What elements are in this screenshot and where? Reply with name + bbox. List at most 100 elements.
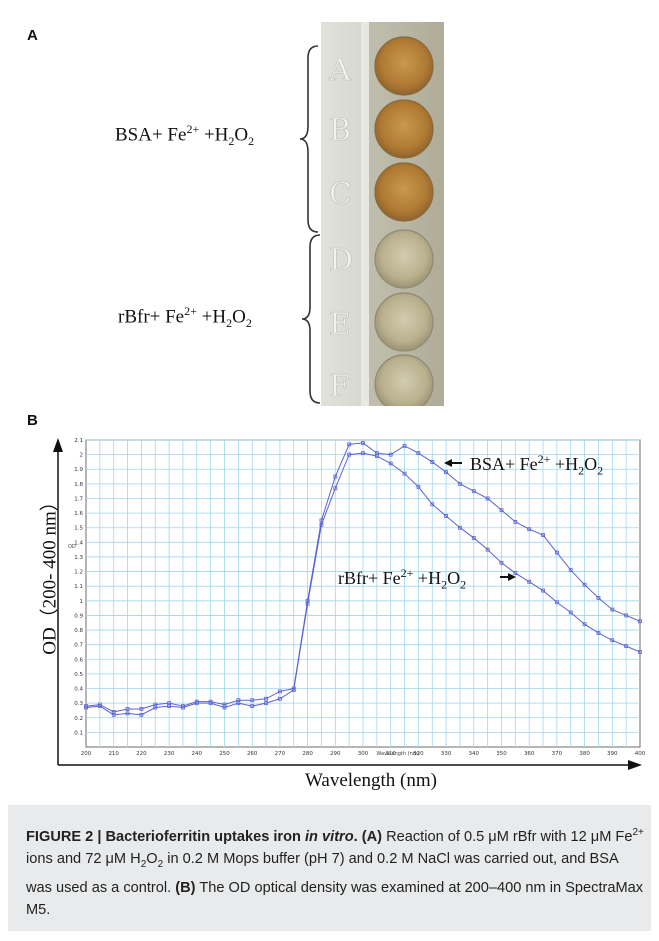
bsa-label: BSA+ Fe2+ +H2O2 [115, 122, 255, 149]
y-tick-label: 0.9 [74, 613, 83, 619]
rbfr-label: rBfr+ Fe2+ +H2O2 [118, 304, 252, 331]
x-tick-label: 400 [635, 751, 646, 757]
panel-label-a: A [27, 27, 38, 44]
svg-text:D: D [329, 243, 353, 278]
y-tick-label: 0.8 [74, 628, 83, 634]
data-point [194, 701, 199, 706]
rbfr-brace [301, 234, 321, 404]
y-tick-label: 1.4 [74, 540, 83, 546]
data-point [139, 707, 144, 711]
data-point [402, 471, 407, 476]
svg-text:E: E [329, 307, 351, 342]
x-tick-label: 300 [358, 751, 369, 757]
data-point [167, 704, 172, 708]
data-point [568, 610, 573, 615]
data-point [250, 698, 255, 703]
x-tick-label: 230 [164, 751, 175, 757]
x-tick-label: 200 [81, 751, 92, 757]
data-point [430, 460, 435, 464]
y-tick-label: 2.1 [74, 438, 83, 444]
data-point [568, 568, 573, 573]
data-point [638, 650, 642, 654]
y-axis-small-label: OD [68, 544, 76, 550]
data-point [97, 704, 102, 708]
data-point [153, 705, 158, 710]
data-point [485, 496, 490, 501]
svg-text:F: F [329, 369, 350, 404]
data-point [541, 588, 545, 593]
x-tick-label: 330 [441, 751, 452, 757]
bsa-arrow-head [444, 459, 452, 467]
x-tick-label: 360 [524, 751, 535, 757]
chart-grid [85, 439, 641, 748]
y-tick-label: 0.7 [74, 643, 83, 649]
x-tick-label: 220 [136, 751, 147, 757]
svg-text:A: A [328, 53, 351, 88]
data-point [444, 470, 449, 475]
rbfr-arrow-head [508, 573, 516, 581]
rbfr-annotation: rBfr+ Fe2+ +H2O2 [338, 566, 467, 592]
y-tick-label: 2 [80, 453, 84, 459]
data-point [458, 481, 462, 486]
x-tick-labels: 200 210 220 230 240 250 260 270 280 290 300 310 320 3… [81, 751, 646, 757]
data-point [430, 502, 435, 507]
data-point [624, 613, 629, 618]
x-axis-small-label: Wavelength (nm) [376, 751, 419, 757]
x-tick-label: 210 [108, 751, 119, 757]
y-tick-label: 1.3 [74, 555, 83, 561]
data-point [291, 688, 296, 692]
data-point [374, 454, 379, 458]
data-point [596, 631, 601, 635]
y-tick-label: 0.1 [74, 730, 83, 736]
data-point [333, 486, 338, 491]
x-axis-arrow [628, 760, 642, 770]
figure-caption: FIGURE 2 | Bacterioferritin uptakes iron… [26, 827, 644, 919]
data-point [527, 527, 532, 532]
data-point [527, 579, 532, 584]
data-point [499, 560, 504, 565]
data-point [222, 705, 227, 710]
y-tick-label: 0.2 [74, 716, 83, 722]
data-point [361, 441, 365, 445]
data-point [610, 638, 615, 643]
data-point [458, 525, 462, 530]
data-point [388, 461, 393, 466]
x-tick-label: 290 [330, 751, 341, 757]
data-point [582, 622, 587, 627]
data-point [416, 451, 421, 456]
data-point [471, 489, 476, 494]
panel-label-b: B [27, 412, 38, 429]
data-point [541, 533, 545, 537]
data-point [485, 547, 490, 552]
data-point [471, 536, 476, 540]
x-tick-label: 390 [607, 751, 618, 757]
y-tick-label: 0.6 [74, 657, 83, 663]
y-axis-arrow [53, 438, 63, 452]
svg-text:B: B [329, 113, 351, 148]
data-point [499, 508, 504, 513]
data-point [347, 452, 352, 457]
x-tick-label: 280 [302, 751, 313, 757]
data-point [402, 443, 407, 448]
svg-text:C: C [329, 177, 352, 212]
x-tick-label: 340 [469, 751, 480, 757]
y-tick-label: 1.6 [74, 511, 83, 517]
data-point [236, 701, 241, 706]
y-tick-label: 1.2 [74, 570, 83, 576]
data-point [513, 519, 518, 524]
data-point [416, 484, 421, 489]
data-point [610, 607, 615, 612]
data-point [555, 600, 559, 605]
y-axis-title: OD（200- 400 nm） [39, 492, 61, 655]
data-point [388, 452, 393, 457]
x-tick-label: 320 [413, 751, 424, 757]
data-point [139, 712, 144, 717]
y-tick-label: 1.8 [74, 482, 83, 488]
data-point [111, 712, 116, 717]
y-tick-labels: 0.1 0.2 0.3 0.4 0.5 0.6 0.7 0.8 0.9 1 1.1 1.2 1.3 1.4… [74, 438, 83, 736]
data-point [125, 707, 130, 711]
y-tick-label: 1.5 [74, 526, 83, 532]
y-tick-label: 1.1 [74, 584, 83, 590]
x-tick-label: 350 [496, 751, 507, 757]
data-point [264, 701, 268, 706]
